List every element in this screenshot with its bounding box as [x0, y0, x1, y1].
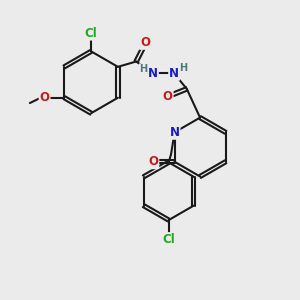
Text: O: O	[40, 91, 50, 104]
Text: Cl: Cl	[162, 233, 175, 246]
Text: O: O	[140, 36, 150, 49]
Text: N: N	[169, 67, 179, 80]
Text: O: O	[163, 90, 172, 104]
Text: O: O	[148, 155, 158, 168]
Text: N: N	[169, 126, 180, 139]
Text: Cl: Cl	[85, 27, 98, 40]
Text: N: N	[148, 67, 158, 80]
Text: H: H	[140, 64, 148, 74]
Text: H: H	[179, 63, 187, 73]
